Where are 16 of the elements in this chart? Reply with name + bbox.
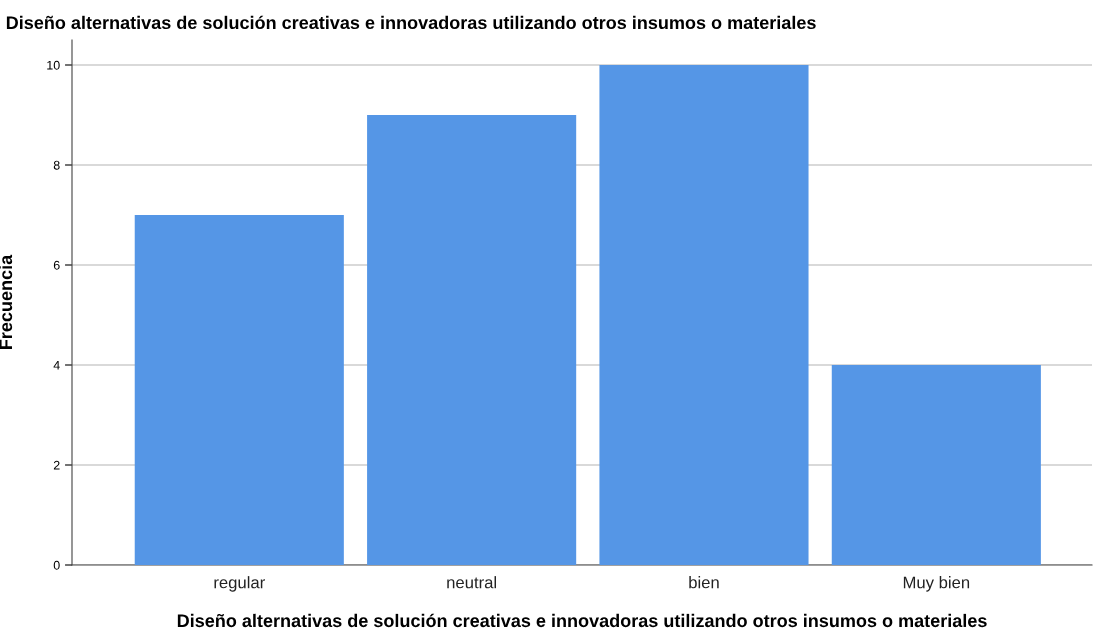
x-tick-label: Muy bien: [903, 576, 970, 592]
x-axis-title: Diseño alternativas de solución creativas e innovadoras utilizando otros insumos o materiales: [177, 613, 987, 628]
y-tick-label: 0: [53, 560, 60, 570]
bar: [831, 365, 1041, 565]
y-tick-label: 8: [53, 160, 60, 170]
chart-title: Diseño alternativas de solución creativas e innovadoras utilizando otros insumos o materiales: [6, 15, 816, 30]
y-tick-label: 2: [53, 460, 60, 470]
y-tick-label: 10: [47, 60, 60, 70]
x-tick-label: regular: [214, 576, 265, 592]
x-tick-label: bien: [689, 576, 719, 589]
x-tick-label: neutral: [447, 576, 496, 589]
y-tick-label: 4: [53, 360, 60, 370]
y-tick-label: 6: [53, 260, 60, 270]
bar: [367, 115, 577, 565]
bar: [134, 215, 344, 565]
bar: [599, 65, 809, 565]
